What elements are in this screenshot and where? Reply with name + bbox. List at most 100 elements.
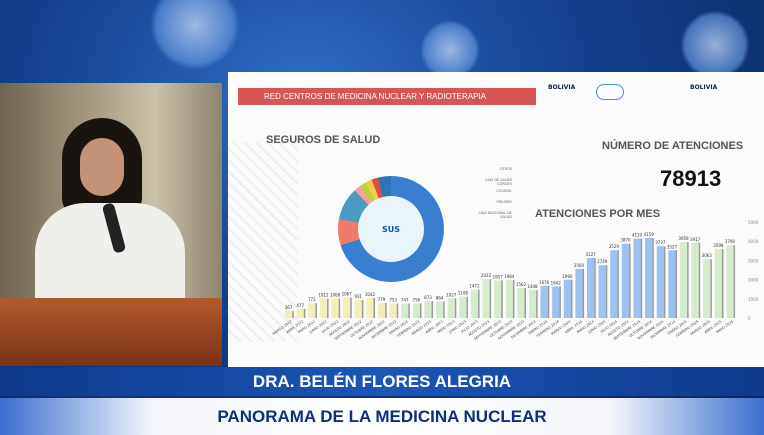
data-label: 1012 xyxy=(318,293,329,298)
bar xyxy=(563,279,571,318)
y-tick-label: 2000 xyxy=(748,278,759,283)
bar xyxy=(505,279,513,318)
slide-header: RED CENTROS DE MEDICINA NUCLEAR Y RADIOT… xyxy=(238,88,536,105)
bar xyxy=(668,250,676,318)
data-label: 477 xyxy=(296,303,304,308)
bar xyxy=(377,303,386,318)
data-label: 3127 xyxy=(586,252,597,257)
bar xyxy=(726,245,734,318)
bar-shadow xyxy=(710,259,712,318)
bar xyxy=(331,298,339,318)
bar xyxy=(459,296,467,318)
bicentenario-logo: BOLIVIA xyxy=(548,84,576,91)
bar-shadow xyxy=(327,298,329,318)
bar xyxy=(517,288,525,318)
legend-item: CAJA DE SALUD CORDES xyxy=(484,178,512,186)
bar-shadow xyxy=(663,246,666,318)
bar-shadow xyxy=(489,279,492,318)
bar xyxy=(389,303,397,318)
bar xyxy=(703,259,711,318)
data-label: 3870 xyxy=(620,238,631,243)
speaker-name: DRA. BELÉN FLORES ALEGRIA xyxy=(0,367,764,396)
bar xyxy=(691,242,699,318)
data-label: 931 xyxy=(354,294,362,299)
data-label: 3737 xyxy=(655,240,666,245)
bar xyxy=(528,290,537,318)
bar-shadow xyxy=(524,288,527,318)
data-label: 772 xyxy=(308,297,316,302)
data-label: 4159 xyxy=(644,232,655,237)
bar-shadow xyxy=(512,279,515,318)
data-label: 1990 xyxy=(562,274,573,279)
data-label: 367 xyxy=(285,305,293,310)
bar-shadow xyxy=(373,297,376,318)
data-label: 756 xyxy=(413,297,421,302)
data-label: 4130 xyxy=(632,233,643,238)
bar-shadow xyxy=(419,303,422,318)
atenciones-total: 78913 xyxy=(660,166,722,191)
data-label: 747 xyxy=(401,298,409,303)
legend-item: CAJA NACIONAL DE SALUD xyxy=(478,211,512,219)
data-label: 864 xyxy=(436,295,444,300)
data-label: 1008 xyxy=(330,293,341,298)
bar-shadow xyxy=(501,280,503,318)
bar xyxy=(319,298,328,318)
bar-shadow xyxy=(640,238,643,318)
bar-shadow xyxy=(721,248,724,318)
data-label: 1108 xyxy=(458,291,469,296)
bar-shadow xyxy=(570,279,573,318)
data-label: 1957 xyxy=(493,274,504,279)
bar xyxy=(343,297,351,318)
chart-title: ATENCIONES POR MES xyxy=(535,208,661,220)
data-label: 1042 xyxy=(365,292,376,297)
data-label: 873 xyxy=(424,295,432,300)
y-tick-label: 3000 xyxy=(748,258,759,263)
data-label: 3959 xyxy=(678,236,689,241)
bar xyxy=(308,303,316,318)
seguros-title: SEGUROS DE SALUD xyxy=(266,134,381,146)
bar xyxy=(540,285,548,318)
data-label: 779 xyxy=(378,297,386,302)
bar xyxy=(645,238,653,318)
bar-shadow xyxy=(547,285,550,318)
bar-shadow xyxy=(431,301,434,318)
data-label: 3790 xyxy=(725,239,736,244)
data-label: 753 xyxy=(389,298,397,303)
bar xyxy=(656,246,664,318)
bar-shadow xyxy=(536,290,538,318)
data-label: 3529 xyxy=(609,244,620,249)
bar-shadow xyxy=(594,257,596,318)
bar xyxy=(575,268,583,318)
bar xyxy=(587,257,595,318)
data-label: 3063 xyxy=(702,253,713,258)
data-label: 3598 xyxy=(713,243,724,248)
bar xyxy=(679,241,688,318)
presentation-slide: RED CENTROS DE MEDICINA NUCLEAR Y RADIOT… xyxy=(228,72,764,368)
bar xyxy=(285,310,293,318)
bar-shadow xyxy=(315,303,317,318)
data-label: 1676 xyxy=(539,280,550,285)
podium xyxy=(0,298,222,366)
data-label: 2022 xyxy=(481,273,492,278)
donut-legend: OTROS CAJA DE SALUD CORDES COSSMIL PRILM… xyxy=(478,167,512,222)
y-tick-label: 0 xyxy=(748,316,751,321)
y-tick-label: 4000 xyxy=(748,239,759,244)
data-label: 3917 xyxy=(690,237,701,242)
bar-shadow xyxy=(559,286,561,318)
bar-shadow xyxy=(652,238,654,318)
bar-shadow xyxy=(361,300,364,318)
bar-shadow xyxy=(454,298,457,318)
bar xyxy=(401,303,409,318)
bar xyxy=(621,243,630,318)
speaker-video xyxy=(0,83,222,366)
bar-shadow xyxy=(292,310,294,318)
talk-title: PANORAMA DE LA MEDICINA NUCLEAR xyxy=(0,398,764,435)
legend-item: COSSMIL xyxy=(496,189,512,193)
gobierno-logo: BOLIVIA xyxy=(690,84,718,91)
bar xyxy=(633,238,641,318)
bar-shadow xyxy=(582,268,585,318)
y-tick-label: 1000 xyxy=(748,297,759,302)
bar-shadow xyxy=(350,297,352,318)
data-label: 1067 xyxy=(342,292,353,297)
aben-logo xyxy=(596,84,624,100)
